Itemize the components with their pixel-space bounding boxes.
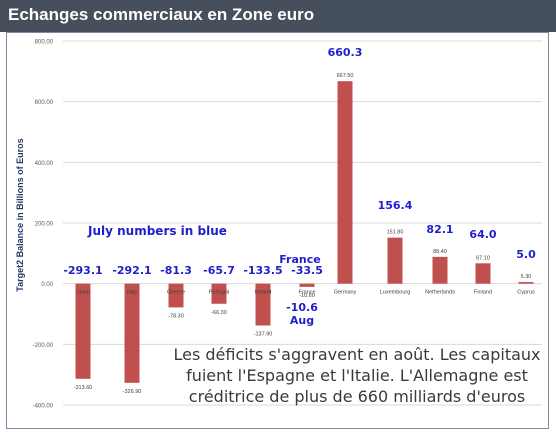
bar [387,237,403,284]
category-label: Spain [76,290,90,296]
y-tick-label: 0.00 [41,282,53,288]
july-value-label: 5.0 [516,248,536,261]
category-label: Finland [474,290,492,296]
page-title: Echanges commerciaux en Zone euro [8,5,315,24]
caption-line: Les déficits s'aggravent en août. Les ca… [173,345,541,364]
value-label: 151.80 [387,230,404,236]
bar [432,256,448,284]
y-tick-label: 800.00 [35,40,54,46]
value-label: -313.60 [74,385,93,391]
caption: Les déficits s'aggravent en août. Les ca… [172,344,542,407]
category-label: Ireland [255,290,272,296]
july-value-label: 82.1 [426,223,453,236]
july-value-label: -133.5 [243,264,282,277]
france-aug-value: -10.6 [286,301,318,314]
grid-lines [63,40,542,406]
july-value-label: -293.1 [63,264,102,277]
bar-chart: -400.00 -200.00 0.00 200.00 400.00 600.00 800.… [15,40,542,410]
category-label: Cyprus [517,290,535,296]
category-label: Netherlands [425,290,455,296]
y-tick-label: -200.00 [33,343,54,349]
category-label: Germany [334,290,357,296]
y-tick-label: 400.00 [35,161,54,167]
july-value-label: -81.3 [160,264,192,277]
value-label: 88.40 [433,249,447,255]
july-value-label: -33.5 [291,264,323,277]
category-label: Greece [167,290,185,296]
y-tick-label: -400.00 [33,404,54,410]
bar [75,283,91,379]
labels: Spain -313.60 Italy -326.90 Greece -78.30 Port… [63,46,536,395]
category-label: Italy [127,290,137,296]
legend-note: July numbers in blue [87,224,227,238]
value-label: -10.60 [299,293,315,299]
category-label: Luxembourg [380,290,411,296]
y-axis-label: Target2 Balance in Billions of Euros [15,138,25,291]
y-axis: -400.00 -200.00 0.00 200.00 400.00 600.00 800.… [33,40,54,410]
aug-annotation: Aug [290,314,314,327]
bar [299,283,315,287]
title-bar: Echanges commerciaux en Zone euro [0,0,556,32]
bar [518,282,534,284]
bar [211,283,227,304]
category-label: Portugal [209,290,230,296]
value-label: 667.50 [337,73,354,79]
bars [75,81,534,383]
right-margin [549,32,556,433]
france-annotation: France [279,253,320,266]
value-label: 67.10 [476,255,490,261]
july-value-label: 64.0 [469,228,496,241]
value-label: -137.90 [254,331,273,337]
bar [124,283,140,383]
july-value-label: -292.1 [112,264,151,277]
y-tick-label: 600.00 [35,100,54,106]
value-label: -326.90 [123,389,142,395]
july-value-label: -65.7 [203,264,235,277]
bar [255,283,271,326]
y-tick-label: 200.00 [35,222,54,228]
value-label: -66.30 [211,310,227,316]
chart-panel: -400.00 -200.00 0.00 200.00 400.00 600.00 800.… [6,32,549,429]
caption-line: créditrice de plus de 660 milliards d'eu… [188,387,526,406]
category-label: France [298,290,315,296]
bar [475,263,491,284]
bar [337,81,353,284]
july-value-label: 660.3 [328,46,363,59]
value-label: -78.30 [168,313,184,319]
july-value-label: 156.4 [378,199,413,212]
caption-line: fuient l'Espagne et l'Italie. L'Allemagn… [186,366,528,385]
bar [168,283,184,308]
value-label: 5.30 [521,274,532,280]
